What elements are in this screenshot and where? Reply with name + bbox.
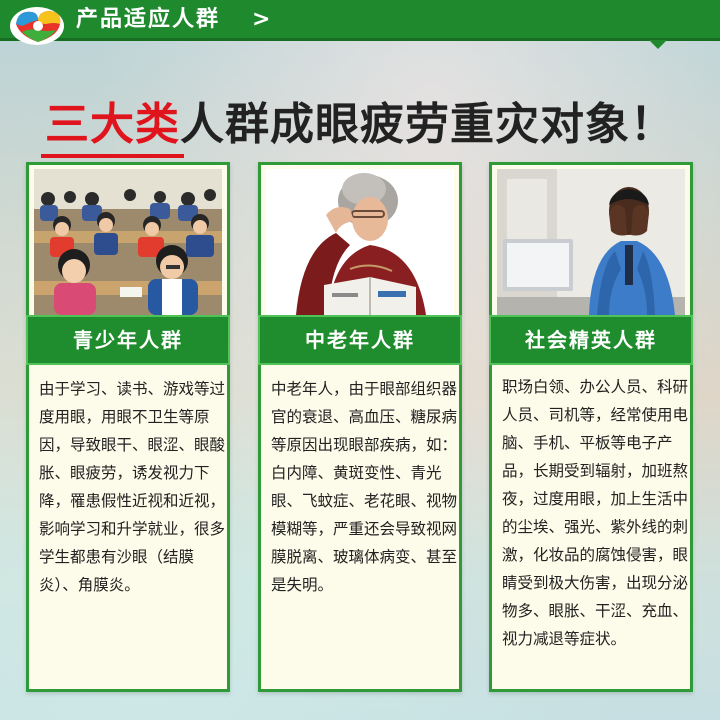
headline-rest: 人群成眼疲劳重灾对象！ bbox=[180, 100, 675, 149]
card-elite-title: 社会精英人群 bbox=[489, 315, 693, 365]
card-elite-body: 职场白领、办公人员、科研人员、司机等，经常使用电脑、手机、平板等电子产品，长期受… bbox=[502, 378, 689, 648]
card-teenagers: 青少年人群 由于学习、读书、游戏等过度用眼，用眼不卫生等原因，导致眼干、眼涩、眼… bbox=[26, 162, 230, 692]
headline-underline bbox=[41, 154, 184, 158]
card-teenagers-body: 由于学习、读书、游戏等过度用眼，用眼不卫生等原因，导致眼干、眼涩、眼酸胀、眼疲劳… bbox=[39, 380, 226, 594]
elderly-woman-photo bbox=[266, 169, 454, 315]
card-elderly: 中老年人群 中老年人，由于眼部组织器官的衰退、高血压、糖尿病等原因出现眼部疾病，… bbox=[258, 162, 462, 692]
colorful-heart-logo bbox=[10, 7, 64, 45]
headline: 三大类 人群成眼疲劳重灾对象！ bbox=[0, 88, 720, 158]
chevron-right-icon: > bbox=[252, 7, 271, 32]
headline-emphasis: 三大类 bbox=[45, 100, 180, 149]
card-elderly-body: 中老年人，由于眼部组织器官的衰退、高血压、糖尿病等原因出现眼部疾病，如：白内障、… bbox=[271, 380, 458, 594]
header-divider bbox=[0, 38, 720, 41]
office-worker-photo bbox=[497, 169, 685, 315]
card-elite: 社会精英人群 职场白领、办公人员、科研人员、司机等，经常使用电脑、手机、平板等电… bbox=[489, 162, 693, 692]
section-header bbox=[0, 0, 720, 40]
header-notch-decoration bbox=[649, 40, 667, 49]
section-title: 产品适应人群 bbox=[76, 7, 221, 32]
card-elderly-title: 中老年人群 bbox=[258, 315, 462, 365]
headline-emphasis-wrap: 三大类 bbox=[41, 88, 184, 158]
card-teenagers-title: 青少年人群 bbox=[26, 315, 230, 365]
classroom-photo bbox=[34, 169, 222, 315]
